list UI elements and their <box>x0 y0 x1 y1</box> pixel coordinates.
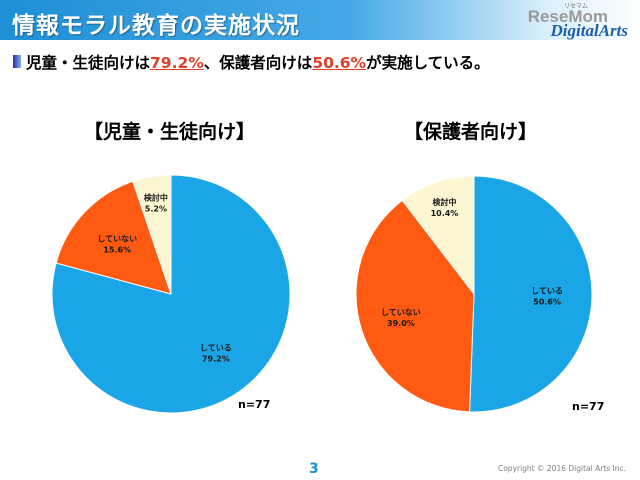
pie-slice-parents-0 <box>469 175 593 413</box>
slice-category-label: 検討中 <box>432 197 456 207</box>
page-number: 3 <box>309 461 319 477</box>
bullet-icon <box>13 55 21 68</box>
pie-slice-children-2 <box>132 174 172 295</box>
copyright: Copyright © 2016 Digital Arts Inc. <box>497 464 626 473</box>
slice-value-label: 10.4% <box>431 209 459 218</box>
slice-value-label: 15.6% <box>103 245 131 254</box>
slice-value-label: 39.0% <box>387 319 415 328</box>
logo-subtext: リセマム <box>563 3 588 10</box>
logo-resemom: ReseMom <box>527 7 608 26</box>
summary-text-1: 児童・生徒向けは <box>26 54 151 72</box>
summary-value-children: 79.2% <box>150 54 204 72</box>
title-bar: 情報モラル教育の実施状況 リセマム ReseMom DigitalArts <box>0 0 640 40</box>
slice-category-label: 検討中 <box>144 192 168 202</box>
summary-value-parents: 50.6% <box>312 54 367 72</box>
logo: リセマム ReseMom DigitalArts <box>508 3 628 41</box>
page-title: 情報モラル教育の実施状況 <box>12 13 300 39</box>
slice-value-label: 50.6% <box>533 297 561 306</box>
slice-category-label: していない <box>97 234 137 243</box>
pie-chart-parents: している 50.6% していない 39.0% 検討中 10.4% <box>355 175 593 413</box>
pie-slice-parents-1 <box>355 199 475 413</box>
pie-chart-children: している 79.2% していない 15.6% 検討中 5.2% <box>51 174 291 414</box>
n-label-parents: n=77 <box>572 400 605 413</box>
chart-title-children: 【児童・生徒向け】 <box>84 121 256 143</box>
summary-text-2: 、保護者向けは <box>203 54 313 72</box>
slice-category-label: している <box>531 286 563 295</box>
chart-title-parents: 【保護者向け】 <box>404 121 538 143</box>
slice-category-label: していない <box>381 308 421 317</box>
logo-digitalarts: DigitalArts <box>550 21 628 40</box>
summary-text-3: が実施している。 <box>366 54 490 72</box>
slice-value-label: 79.2% <box>202 355 230 364</box>
slice-value-label: 5.2% <box>145 204 167 213</box>
summary-text: 児童・生徒向けは79.2%、保護者向けは50.6%が実施している。 <box>26 51 490 73</box>
n-label-children: n=77 <box>238 398 271 411</box>
pie-slice-parents-2 <box>401 175 475 296</box>
slice-category-label: している <box>200 344 232 353</box>
